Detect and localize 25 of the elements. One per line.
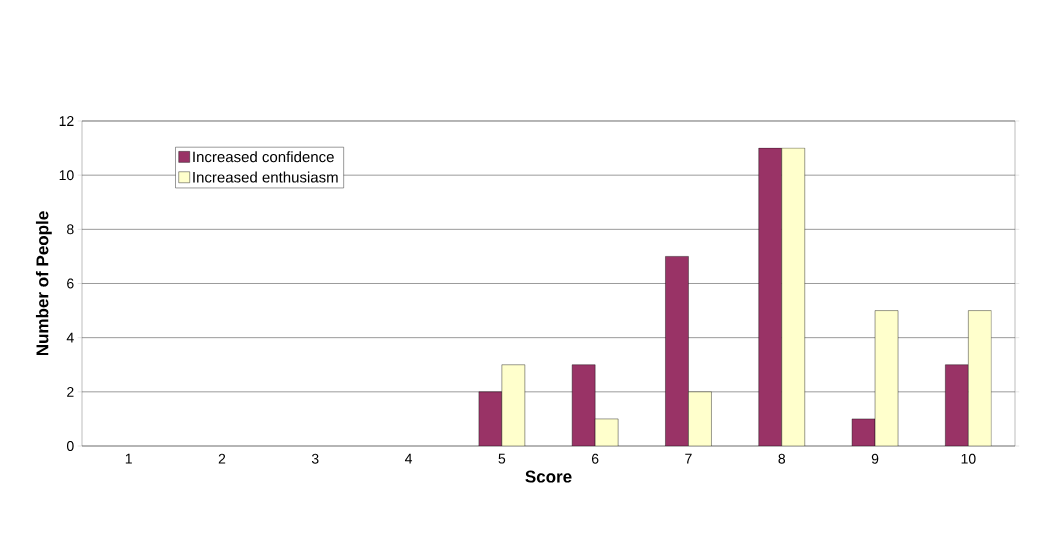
bar: [665, 256, 689, 446]
x-tick-label: 8: [778, 453, 786, 464]
x-tick-label: 9: [871, 453, 879, 464]
y-tick-label: 0: [66, 441, 74, 451]
x-tick-label: 7: [685, 453, 692, 464]
y-tick-label: 6: [67, 278, 74, 289]
bar: [945, 364, 969, 446]
y-tick-label: 12: [59, 116, 74, 126]
y-axis-title: Number of People: [35, 211, 52, 356]
x-tick-label: 5: [498, 453, 506, 464]
x-tick-label: 2: [218, 453, 226, 464]
y-tick-label: 10: [59, 170, 74, 181]
x-tick-label: 3: [311, 453, 319, 464]
y-tick-label: 8: [67, 224, 74, 235]
x-axis-title: Score: [525, 470, 572, 483]
bar: [571, 364, 596, 446]
legend-label: Increased confidence: [193, 151, 334, 163]
x-tick-label: 10: [961, 453, 976, 464]
x-tick-label: 4: [404, 453, 413, 464]
legend-label: Increased enthusiasm: [193, 171, 338, 183]
y-tick-label: 2: [67, 386, 74, 397]
x-tick-label: 6: [591, 453, 599, 464]
y-tick-label: 4: [66, 332, 74, 343]
bar: [758, 147, 782, 446]
x-tick-label: 1: [125, 453, 132, 464]
